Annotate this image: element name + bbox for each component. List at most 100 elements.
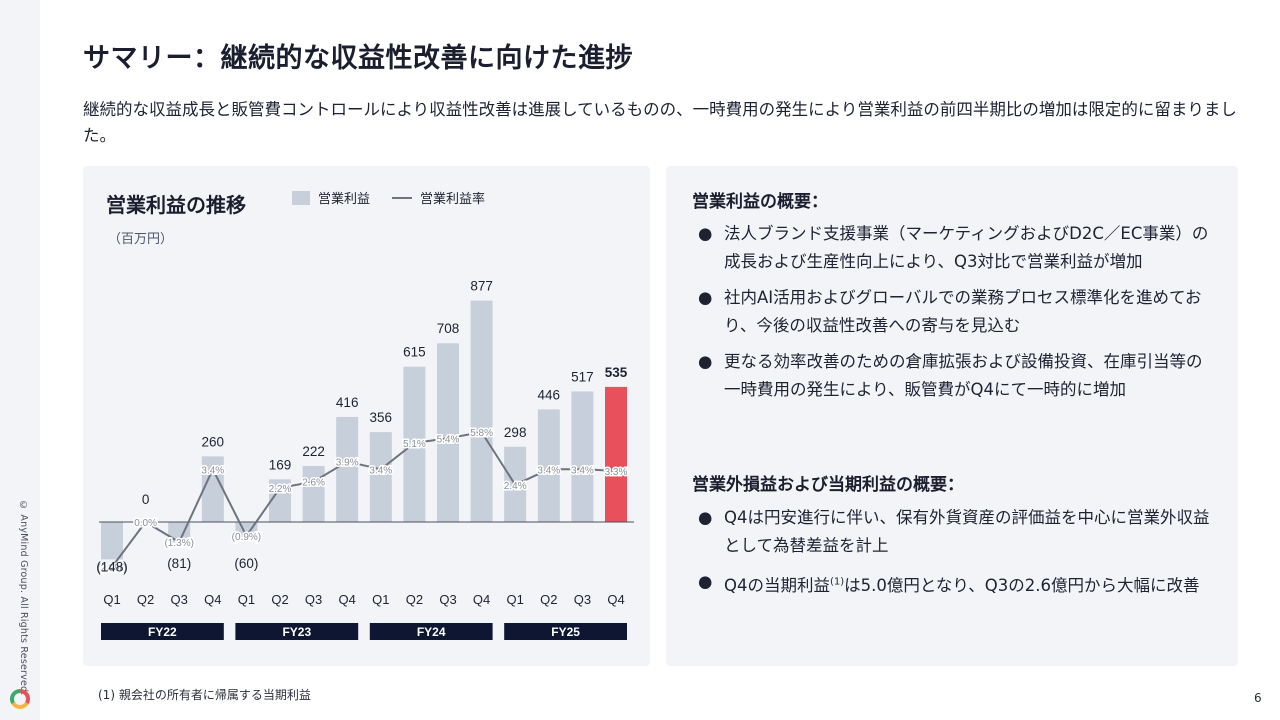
- margin-label-2: (1.3%): [164, 538, 193, 549]
- x-tick-label-12: Q1: [507, 592, 524, 607]
- summary-panel: [666, 166, 1238, 666]
- x-tick-label-8: Q1: [372, 592, 389, 607]
- bar-3: [201, 456, 224, 522]
- margin-line: [111, 430, 617, 568]
- bar-value-label-1: 0: [142, 492, 150, 507]
- bar-2: [168, 522, 191, 543]
- legend-line-label: 営業利益率: [420, 192, 486, 207]
- chart-title: 営業利益の推移: [106, 193, 246, 217]
- bullet-dot-icon: ●: [698, 572, 713, 591]
- margin-label-13: 3.4%: [537, 465, 560, 476]
- bar-13: [537, 409, 560, 522]
- margin-label-11: 5.8%: [470, 428, 493, 439]
- chart-unit: （百万円）: [108, 232, 174, 247]
- x-tick-label-0: Q1: [103, 592, 120, 607]
- margin-label-10: 5.4%: [437, 434, 460, 445]
- bar-value-label-12: 298: [504, 425, 527, 440]
- fiscal-year-label-fy22: FY22: [148, 625, 177, 639]
- bar-value-label-0: (148): [96, 559, 128, 574]
- bullet-dot-icon: ●: [698, 288, 713, 307]
- bar-value-label-11: 877: [470, 279, 493, 294]
- fiscal-year-label-fy23: FY23: [282, 625, 311, 639]
- copyright-text: © AnyMind Group. All Rights Reserved.: [18, 500, 29, 696]
- x-tick-label-9: Q2: [406, 592, 423, 607]
- net-income-bullets: ● Q4は円安進行に伴い、保有外貨資産の評価益を中心に営業外収益として為替差益を計…: [696, 504, 1216, 608]
- bar-9: [403, 366, 426, 522]
- bar-value-label-7: 416: [336, 395, 359, 410]
- fiscal-year-band-fy23: [235, 623, 359, 640]
- footnote-ref: (1): [830, 576, 845, 587]
- bullet-dot-icon: ●: [698, 352, 713, 371]
- x-tick-label-6: Q3: [305, 592, 322, 607]
- x-tick-label-5: Q2: [271, 592, 288, 607]
- fiscal-year-label-fy25: FY25: [551, 625, 580, 639]
- fiscal-year-band-fy25: [504, 623, 627, 640]
- bar-8: [369, 432, 392, 522]
- fiscal-year-band-fy22: [101, 623, 224, 640]
- bullet-text: 法人ブランド支援事業（マーケティングおよびD2C／EC事業）の成長および生産性向…: [724, 224, 1209, 271]
- bar-value-label-9: 615: [403, 345, 426, 360]
- bar-11: [470, 300, 493, 522]
- margin-label-4: (0.9%): [232, 532, 261, 543]
- bar-value-label-10: 708: [437, 321, 460, 336]
- x-tick-label-2: Q3: [171, 592, 188, 607]
- margin-label-1: 0.0%: [134, 518, 157, 529]
- side-strip: [0, 0, 40, 720]
- x-tick-label-14: Q3: [574, 592, 591, 607]
- section-heading-operating-profit: 営業利益の概要：: [692, 192, 828, 212]
- bar-value-label-6: 222: [302, 444, 325, 459]
- page-title: サマリー：継続的な収益性改善に向けた進捗: [83, 43, 633, 74]
- margin-label-12: 2.4%: [504, 481, 527, 492]
- x-tick-label-11: Q4: [473, 592, 490, 607]
- bar-value-label-5: 169: [269, 457, 292, 472]
- bar-7: [336, 416, 359, 522]
- operating-profit-bullets: ● 法人ブランド支援事業（マーケティングおよびD2C／EC事業）の成長および生産性…: [696, 220, 1216, 412]
- bar-0: [101, 522, 123, 560]
- legend-line-swatch: [392, 196, 413, 199]
- margin-label-8: 3.4%: [369, 465, 392, 476]
- bar-value-label-14: 517: [571, 369, 594, 384]
- bar-6: [302, 465, 325, 522]
- bar-value-label-13: 446: [538, 387, 561, 402]
- bar-15: [605, 386, 627, 522]
- fiscal-year-band-fy24: [369, 623, 493, 640]
- x-tick-label-1: Q2: [137, 592, 154, 607]
- bullet-text: 更なる効率改善のための倉庫拡張および設備投資、在庫引当等の一時費用の発生により、…: [724, 352, 1203, 399]
- margin-label-6: 2.6%: [302, 478, 325, 489]
- bullet-item: ● Q4は円安進行に伴い、保有外貨資産の評価益を中心に営業外収益として為替差益を計…: [696, 504, 1216, 560]
- fiscal-year-label-fy24: FY24: [417, 625, 446, 639]
- page-number: 6: [1254, 691, 1262, 705]
- x-tick-label-15: Q4: [607, 592, 624, 607]
- bullet-item: ● 法人ブランド支援事業（マーケティングおよびD2C／EC事業）の成長および生産性…: [696, 220, 1216, 276]
- bar-14: [571, 391, 594, 522]
- margin-label-3: 3.4%: [201, 465, 224, 476]
- legend-bar-label: 営業利益: [318, 192, 371, 207]
- bullet-item: ● Q4の当期利益(1)は5.0億円となり、Q3の2.6億円から大幅に改善: [696, 568, 1216, 600]
- chart-legend: 営業利益 営業利益率: [292, 188, 485, 207]
- margin-label-9: 5.1%: [403, 439, 426, 450]
- operating-profit-chart: (2.9%) 0.0% (1.3%) 3.4% (0.9%) 2.2% 2.6% 3.9% 3.…: [96, 279, 634, 640]
- legend-bar-swatch: [292, 190, 310, 205]
- margin-label-7: 3.9%: [336, 458, 359, 469]
- margin-label-5: 2.2%: [269, 484, 292, 495]
- bar-value-label-2: (81): [167, 556, 191, 571]
- bar-value-label-4: (60): [234, 556, 258, 571]
- bullet-text: Q4は円安進行に伴い、保有外貨資産の評価益を中心に営業外収益として為替差益を計上: [724, 508, 1210, 555]
- bullet-item: ● 社内AI活用およびグローバルでの業務プロセス標準化を進めており、今後の収益性改…: [696, 284, 1216, 340]
- section-heading-net-income: 営業外損益および当期利益の概要：: [692, 475, 964, 495]
- page-subtitle: 継続的な収益成長と販管費コントロールにより収益性改善は進展しているものの、一時費…: [83, 100, 1237, 145]
- bar-10: [437, 343, 459, 522]
- margin-label-0: (2.9%): [97, 563, 126, 574]
- bullet-text: Q4の当期利益(1)は5.0億円となり、Q3の2.6億円から大幅に改善: [724, 575, 1200, 595]
- bar-value-label-8: 356: [370, 410, 393, 425]
- x-tick-label-10: Q3: [439, 592, 456, 607]
- anymind-logo-icon: [10, 689, 31, 709]
- margin-label-14: 3.4%: [571, 465, 594, 476]
- x-tick-label-3: Q4: [204, 592, 221, 607]
- x-tick-label-7: Q4: [339, 592, 356, 607]
- bullet-dot-icon: ●: [698, 508, 713, 527]
- margin-label-15: 3.3%: [605, 467, 628, 478]
- x-tick-label-13: Q2: [540, 592, 557, 607]
- footnote: (1) 親会社の所有者に帰属する当期利益: [98, 688, 311, 702]
- bar-5: [269, 479, 291, 522]
